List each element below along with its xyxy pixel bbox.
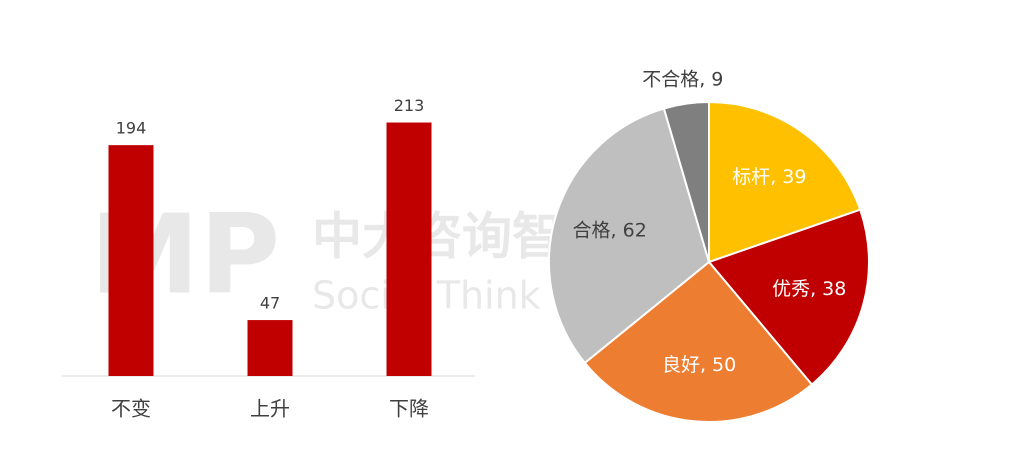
data-label: 不合格, 9 <box>642 68 723 90</box>
data-label: 优秀, 38 <box>772 278 846 300</box>
data-label: 47 <box>260 294 280 313</box>
x-tick-label: 下降 <box>389 397 429 421</box>
x-tick-label: 上升 <box>250 397 290 421</box>
data-label: 合格, 62 <box>573 220 647 242</box>
data-label: 213 <box>394 96 425 115</box>
x-tick-label: 不变 <box>111 397 151 421</box>
pie-slice <box>548 107 711 365</box>
pie-slice <box>583 260 814 423</box>
bar <box>247 320 293 376</box>
data-label: 标杆, 39 <box>732 166 806 188</box>
bar <box>108 145 154 376</box>
pie-slice <box>662 100 710 263</box>
bar <box>386 122 432 376</box>
pie-slice <box>707 208 870 386</box>
data-label: 194 <box>116 119 147 138</box>
data-label: 良好, 50 <box>662 354 736 376</box>
